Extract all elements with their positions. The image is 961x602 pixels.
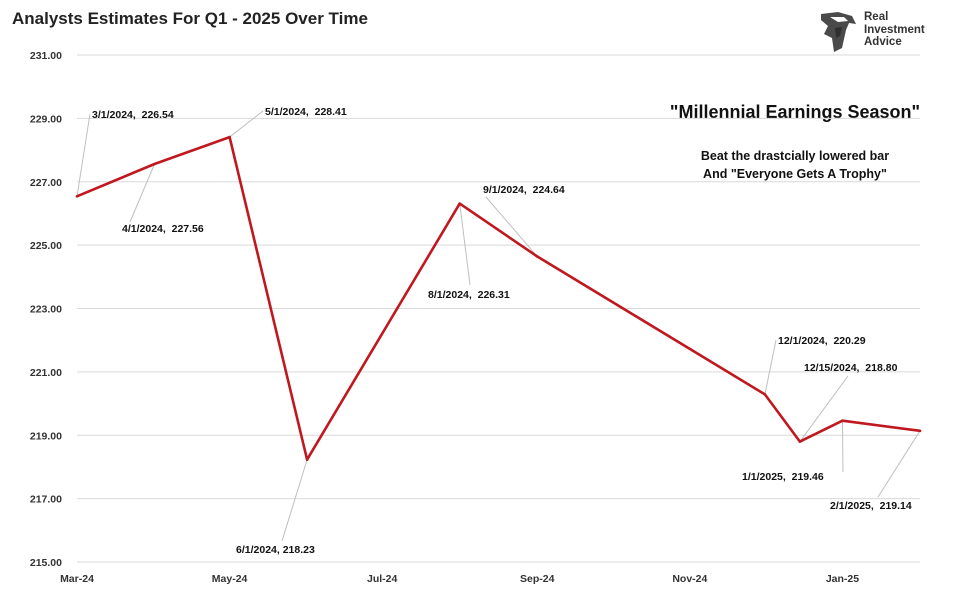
y-tick-label: 221.00 [30, 367, 62, 379]
x-tick-label: Nov-24 [672, 573, 707, 585]
data-point [535, 255, 539, 258]
data-label: 5/1/2024, 228.41 [265, 106, 347, 118]
x-tick-label: Jan-25 [826, 573, 859, 585]
data-point [841, 419, 844, 422]
data-point [918, 429, 922, 433]
series-line [76, 135, 921, 461]
data-point [153, 162, 156, 166]
data-label: 3/1/2024, 226.54 [92, 109, 174, 121]
data-label: 2/1/2025, 219.14 [830, 500, 912, 512]
data-label: 12/15/2024, 218.80 [804, 362, 898, 374]
data-label: 12/1/2024, 220.29 [778, 335, 866, 347]
data-label: 8/1/2024, 226.31 [428, 289, 510, 301]
y-tick-label: 215.00 [30, 557, 62, 569]
data-label: 4/1/2024, 227.56 [122, 223, 204, 235]
data-point [75, 195, 79, 198]
series-layer [75, 135, 922, 461]
logo-text-line-2: Investment [864, 23, 925, 36]
headline: "Millennial Earnings Season" [669, 102, 921, 122]
annotation-leader-line [877, 430, 921, 498]
gridlines [77, 54, 920, 563]
y-tick-label: 229.00 [30, 113, 62, 125]
logo-text-line-3: Advice [864, 36, 902, 48]
y-tick-label: 227.00 [30, 177, 62, 189]
data-labels: 3/1/2024, 226.54 4/1/2024, 227.56 5/1/2024… [92, 106, 912, 556]
annotation-leaders [76, 110, 921, 542]
y-tick-label: 231.00 [30, 50, 62, 62]
y-tick-label: 223.00 [30, 304, 62, 316]
data-point [798, 440, 802, 443]
data-point [458, 202, 462, 205]
brand-logo: Real Investment Advice [818, 8, 948, 52]
x-axis-ticks: Mar-24 May-24 Jul-24 Sep-24 Nov-24 Jan-25 [60, 573, 859, 585]
data-label: 6/1/2024, 218.23 [236, 544, 315, 556]
annotation-leader-line [229, 110, 264, 138]
annotation-leader-line [764, 339, 777, 395]
annotation-leader-line [485, 196, 538, 257]
chart-title: Analysts Estimates For Q1 - 2025 Over Ti… [12, 9, 368, 28]
eagle-logo-icon [821, 12, 856, 52]
annotation-leader-line [459, 203, 471, 286]
y-tick-label: 219.00 [30, 430, 62, 442]
y-tick-label: 225.00 [30, 240, 62, 252]
data-point [228, 135, 231, 139]
x-tick-label: Sep-24 [520, 573, 555, 585]
annotation-leader-line [76, 113, 91, 197]
annotation-leader-line [841, 420, 844, 473]
x-tick-label: Mar-24 [60, 573, 94, 585]
x-tick-label: Jul-24 [367, 573, 398, 585]
data-label: 1/1/2025, 219.46 [742, 471, 824, 483]
data-label: 9/1/2024, 224.64 [483, 184, 565, 196]
annotation-leader-line [129, 163, 156, 223]
y-axis-ticks: 231.00 229.00 227.00 225.00 223.00 221.00 219.… [30, 50, 62, 569]
data-point [305, 458, 309, 461]
annotation-leader-line [799, 375, 849, 442]
subtext-line-1: Beat the drastcially lowered bar [700, 149, 890, 163]
x-tick-label: May-24 [212, 573, 248, 585]
data-point [763, 393, 767, 396]
subtext-line-2: And "Everyone Gets A Trophy" [703, 167, 887, 181]
y-tick-label: 217.00 [30, 494, 62, 506]
logo-text-line-1: Real [864, 11, 889, 23]
annotation-leader-line [281, 459, 308, 542]
